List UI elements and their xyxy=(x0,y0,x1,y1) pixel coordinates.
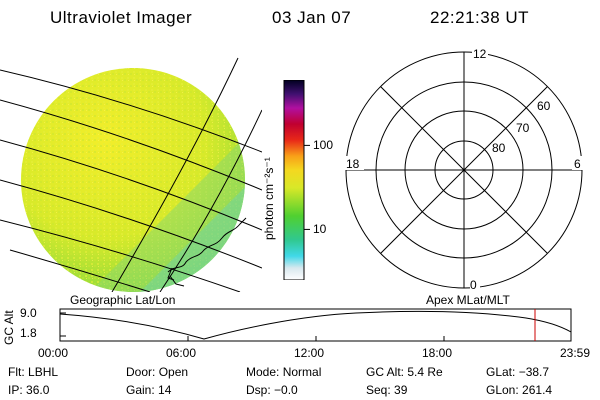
altitude-tick-9: 9.0 xyxy=(20,306,37,320)
colorbar-tick-100: 100 xyxy=(313,138,334,153)
mlat-label-70: 70 xyxy=(516,121,530,135)
apex-label: Apex MLat/MLT xyxy=(426,293,510,307)
time-tick-0600: 06:00 xyxy=(166,346,197,360)
geographic-label: Geographic Lat/Lon xyxy=(70,293,176,307)
mlt-label-18: 18 xyxy=(346,157,360,171)
mlt-label-12: 12 xyxy=(473,47,487,61)
status-seq: Seq: 39 xyxy=(366,383,408,397)
status-door: Door: Open xyxy=(126,365,189,379)
time-tick-0000: 00:00 xyxy=(38,346,69,360)
status-dsp: Dsp: −0.0 xyxy=(246,383,298,397)
polar-mlat-mlt-grid: 12 0 18 6 60 70 80 xyxy=(344,46,584,292)
status-glat: GLat: −38.7 xyxy=(486,365,550,379)
status-mode: Mode: Normal xyxy=(246,365,322,379)
mlt-label-6: 6 xyxy=(574,157,581,171)
time-tick-2359: 23:59 xyxy=(560,346,591,360)
colorbar-unit-label: photon cm⁻²s⁻¹ xyxy=(262,157,276,240)
time-tick-1200: 12:00 xyxy=(294,346,325,360)
earth-uv-image xyxy=(0,57,262,292)
status-flt: Flt: LBHL xyxy=(8,365,59,379)
status-ip: IP: 36.0 xyxy=(8,383,50,397)
status-gc-alt: GC Alt: 5.4 Re xyxy=(366,365,443,379)
orbit-altitude-curve xyxy=(59,310,572,340)
altitude-tick-1-8: 1.8 xyxy=(20,326,37,340)
altitude-orbit-plot xyxy=(59,308,572,342)
instrument-title: Ultraviolet Imager xyxy=(50,8,193,27)
coastline xyxy=(167,217,247,287)
mlat-label-80: 80 xyxy=(492,141,506,155)
color-scale-bar xyxy=(283,80,310,280)
time-tick-1800: 18:00 xyxy=(422,346,453,360)
time-readout: 22:21:38 UT xyxy=(430,8,530,27)
geo-longitude-lines xyxy=(111,57,262,292)
status-glon: GLon: 261.4 xyxy=(486,383,553,397)
altitude-axis-label: GC Alt xyxy=(2,310,16,345)
date-readout: 03 Jan 07 xyxy=(272,8,352,27)
geo-latitude-lines xyxy=(0,69,262,292)
mlt-label-0: 0 xyxy=(470,278,477,292)
colorbar-tick-10: 10 xyxy=(313,222,327,237)
mlat-label-60: 60 xyxy=(537,99,551,113)
status-gain: Gain: 14 xyxy=(126,383,172,397)
